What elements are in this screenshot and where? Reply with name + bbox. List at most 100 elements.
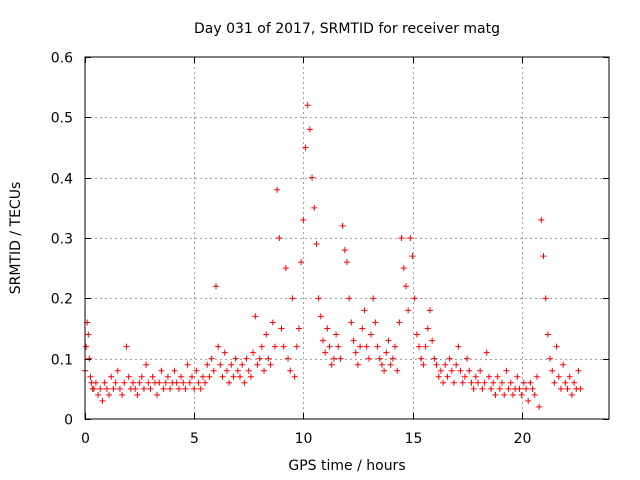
data-point — [149, 373, 156, 380]
data-point — [287, 367, 294, 374]
data-point — [328, 361, 335, 368]
data-point — [90, 385, 97, 392]
data-point — [335, 343, 342, 350]
data-point — [243, 355, 250, 362]
data-point — [324, 325, 331, 332]
data-point — [295, 325, 302, 332]
data-point — [86, 355, 93, 362]
data-point — [125, 373, 132, 380]
data-point — [140, 385, 147, 392]
data-point — [291, 373, 298, 380]
data-point — [267, 361, 274, 368]
data-point — [490, 379, 497, 386]
data-point — [215, 343, 222, 350]
data-point — [496, 385, 503, 392]
data-point — [97, 385, 104, 392]
data-point — [396, 319, 403, 326]
data-point — [472, 373, 479, 380]
data-point — [208, 355, 215, 362]
data-point — [363, 343, 370, 350]
data-point — [405, 307, 412, 314]
data-point — [132, 385, 139, 392]
data-point — [387, 361, 394, 368]
data-point — [121, 379, 128, 386]
data-point — [352, 349, 359, 356]
data-point — [505, 385, 512, 392]
data-point — [470, 385, 477, 392]
data-point — [147, 385, 154, 392]
x-tick-label: 20 — [514, 431, 532, 447]
data-point — [457, 367, 464, 374]
data-point — [464, 355, 471, 362]
data-point — [523, 385, 530, 392]
data-point — [507, 379, 514, 386]
data-point — [269, 319, 276, 326]
data-point — [252, 313, 259, 320]
data-point — [130, 379, 137, 386]
data-point — [483, 349, 490, 356]
data-point — [250, 349, 257, 356]
data-point — [501, 391, 508, 398]
data-point — [341, 247, 348, 254]
data-point — [420, 361, 427, 368]
data-point — [289, 295, 296, 302]
data-point — [119, 391, 126, 398]
data-point — [437, 367, 444, 374]
data-point — [503, 367, 510, 374]
y-tick-label: 0.2 — [51, 292, 73, 308]
data-point — [101, 379, 108, 386]
data-point — [221, 349, 228, 356]
data-point — [409, 253, 416, 260]
data-point — [136, 379, 143, 386]
data-point — [354, 361, 361, 368]
x-tick-label: 0 — [81, 431, 90, 447]
data-point — [514, 373, 521, 380]
data-point — [112, 379, 119, 386]
data-point — [230, 373, 237, 380]
data-point — [475, 379, 481, 386]
data-point — [241, 379, 248, 386]
data-point — [195, 379, 202, 386]
data-point — [531, 391, 538, 398]
data-point — [245, 367, 252, 374]
data-point — [365, 355, 372, 362]
y-tick-label: 0.3 — [51, 232, 73, 248]
data-point — [361, 307, 368, 314]
data-point — [182, 385, 189, 392]
data-point — [348, 319, 355, 326]
data-point — [374, 343, 381, 350]
chart-title: Day 031 of 2017, SRMTID for receiver mat… — [194, 21, 500, 37]
data-point — [156, 379, 163, 386]
y-tick-label: 0 — [64, 413, 73, 429]
data-point — [304, 102, 311, 109]
x-tick-label: 15 — [405, 431, 423, 447]
data-point — [282, 265, 289, 272]
data-point — [276, 235, 283, 241]
data-point — [110, 385, 117, 392]
data-point — [228, 361, 235, 368]
data-point — [444, 373, 451, 380]
data-point — [213, 283, 219, 290]
data-point — [433, 361, 440, 368]
data-point — [254, 361, 261, 368]
data-point — [219, 373, 226, 380]
data-point — [459, 379, 466, 386]
data-point — [258, 343, 265, 350]
data-point — [529, 385, 536, 392]
data-point — [424, 325, 431, 332]
data-point — [274, 186, 281, 193]
data-point — [402, 283, 409, 290]
data-point — [191, 385, 198, 392]
data-point — [446, 355, 453, 362]
data-point — [411, 295, 418, 302]
data-point — [442, 361, 449, 368]
data-point — [557, 385, 564, 392]
data-point — [162, 379, 169, 386]
data-point — [560, 361, 567, 368]
data-point — [538, 216, 545, 223]
data-point — [540, 253, 547, 260]
data-point — [368, 331, 375, 338]
data-point — [477, 367, 484, 374]
data-point — [285, 355, 292, 362]
